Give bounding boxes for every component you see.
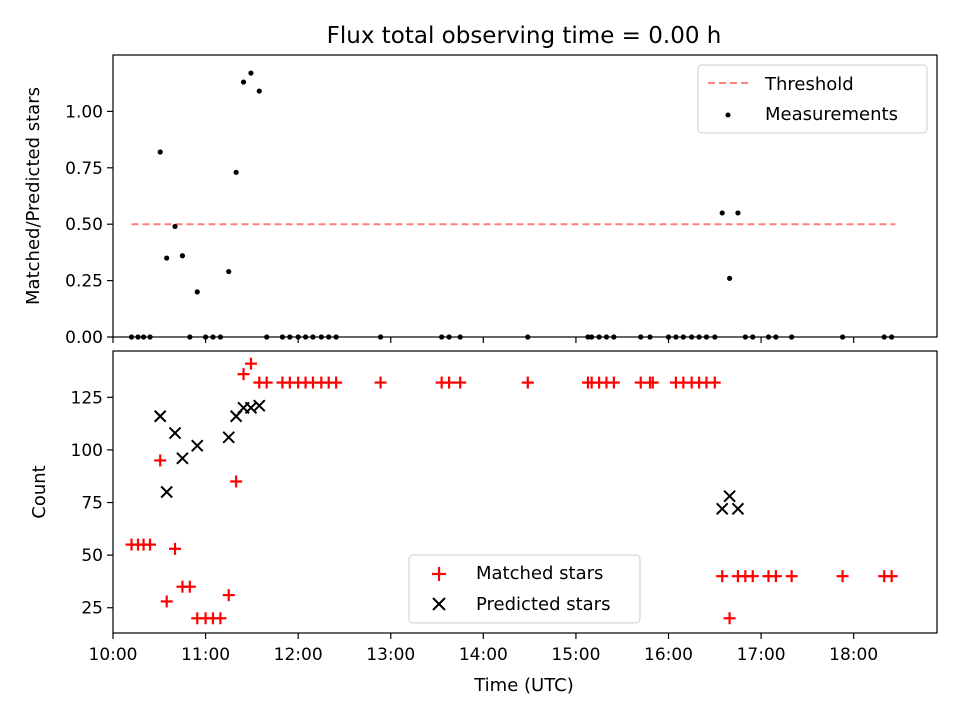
predicted-star-point (160, 485, 173, 499)
matched-star-point (769, 570, 782, 583)
top-ytick-label: 0.00 (65, 328, 103, 348)
bottom-legend: Matched stars Predicted stars (408, 554, 641, 624)
bottom-xtick-label: 10:00 (89, 645, 138, 665)
measurement-point (164, 255, 170, 261)
measurement-point (240, 79, 247, 85)
matched-star-point (244, 357, 257, 370)
matched-star-point (160, 595, 173, 608)
predicted-star-point (176, 452, 189, 465)
predicted-star-point (253, 399, 266, 412)
matched-star-point (885, 570, 898, 583)
top-ytick-label: 0.50 (65, 215, 103, 235)
legend-measurements-swatch (725, 112, 731, 118)
matched-star-point (230, 475, 243, 488)
matched-star-point (746, 570, 759, 583)
matched-star-point (443, 376, 456, 389)
measurement-point (256, 88, 262, 94)
matched-star-point (169, 542, 182, 555)
measurement-point (179, 253, 186, 259)
matched-star-point (374, 376, 387, 389)
measurement-point (157, 149, 163, 155)
bottom-xtick-label: 11:00 (181, 645, 230, 665)
legend-matched-label: Matched stars (476, 563, 603, 584)
measurement-point (233, 169, 239, 175)
matched-star-point (454, 376, 467, 389)
measurement-point (248, 70, 254, 76)
matched-star-point (521, 376, 534, 389)
bottom-ytick-label: 75 (81, 494, 103, 514)
matched-star-point (214, 612, 227, 625)
bottom-xtick-label: 17:00 (737, 645, 786, 665)
legend-matched-swatch (432, 567, 446, 581)
matched-star-point (708, 376, 721, 389)
bottom-xtick-label: 18:00 (829, 645, 878, 665)
legend-predicted-swatch (432, 597, 446, 611)
matched-star-point (607, 376, 620, 389)
predicted-star-point (154, 410, 167, 423)
predicted-star-point (168, 426, 182, 440)
legend-measurements-label: Measurements (765, 104, 898, 125)
bottom-ytick-label: 25 (81, 599, 103, 619)
predicted-star-point (731, 502, 745, 516)
matched-star-point (260, 376, 273, 389)
legend-predicted-label: Predicted stars (476, 594, 610, 615)
matched-star-point (646, 376, 659, 389)
bottom-ytick-label: 50 (81, 546, 103, 566)
measurement-point (735, 210, 741, 216)
measurement-point (194, 289, 200, 295)
bottom-xlabel: Time (UTC) (473, 675, 574, 696)
predicted-star-point (191, 439, 204, 452)
bottom-xtick-label: 12:00 (274, 645, 323, 665)
bottom-plot-frame (112, 350, 938, 634)
top-ytick-label: 1.00 (65, 102, 103, 122)
bottom-xtick-label: 15:00 (551, 645, 600, 665)
bottom-xtick-label: 16:00 (644, 645, 693, 665)
top-ytick-label: 0.75 (65, 159, 103, 179)
matched-star-point (144, 538, 157, 551)
top-legend-box (697, 64, 928, 134)
predicted-star-point (723, 490, 736, 503)
matched-star-point (785, 570, 798, 583)
matched-star-point (154, 454, 167, 467)
predicted-star-point (715, 502, 729, 516)
matched-star-point (723, 612, 736, 625)
top-ylabel: Matched/Predicted stars (23, 87, 44, 305)
bottom-ylabel: Count (29, 465, 50, 518)
legend-threshold-label: Threshold (764, 74, 854, 95)
matched-star-point (183, 580, 196, 593)
matched-star-point (330, 376, 343, 389)
matched-star-point (836, 570, 849, 583)
measurement-point (172, 223, 178, 230)
measurement-point (226, 268, 232, 275)
bottom-legend-box (408, 554, 641, 624)
matched-star-point (237, 368, 250, 381)
top-plot-frame (112, 54, 938, 338)
bottom-ytick-label: 125 (71, 388, 103, 408)
top-legend: Threshold Measurements (697, 64, 928, 134)
bottom-xtick-label: 14:00 (459, 645, 508, 665)
measurement-point (719, 210, 725, 216)
bottom-xtick-label: 13:00 (366, 645, 415, 665)
matched-star-point (222, 589, 235, 602)
chart-title: Flux total observing time = 0.00 h (327, 23, 722, 49)
predicted-star-point (222, 431, 235, 444)
bottom-ytick-label: 100 (71, 441, 103, 461)
measurement-point (727, 275, 733, 281)
top-ytick-label: 0.25 (65, 272, 103, 292)
matched-star-point (716, 570, 729, 583)
